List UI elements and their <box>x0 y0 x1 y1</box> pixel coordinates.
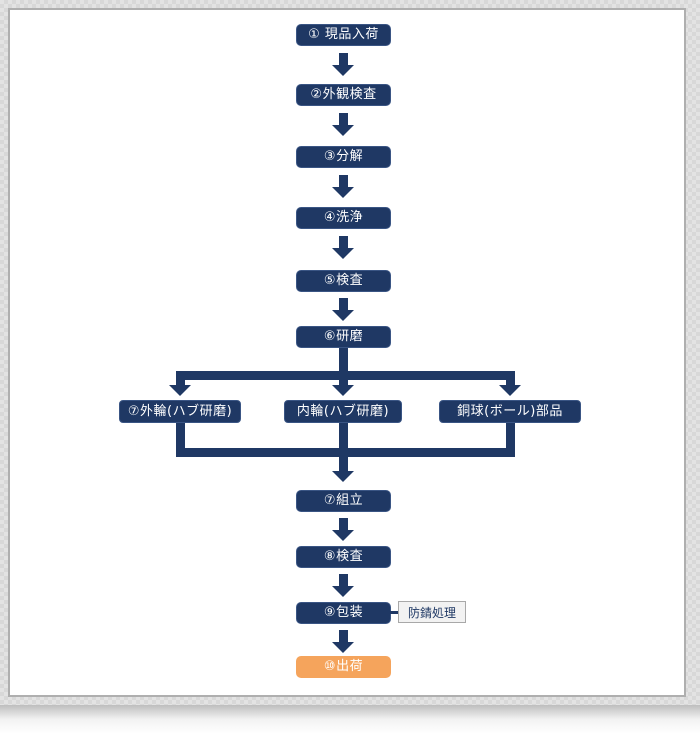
flow-step-10-shipping: ⑩出荷 <box>296 656 391 678</box>
arrow-shaft <box>338 53 348 65</box>
arrow-head <box>332 187 354 198</box>
arrow-head <box>332 385 354 396</box>
arrow-shaft <box>175 380 185 385</box>
arrow-down-icon <box>332 457 354 482</box>
arrow-shaft <box>338 380 348 385</box>
branch-box-inner-ring: 内輪(ハブ研磨) <box>284 400 402 423</box>
arrow-head <box>332 310 354 321</box>
arrow-head <box>332 65 354 76</box>
arrow-head <box>332 530 354 541</box>
merge-bar <box>176 448 515 457</box>
flow-step-5-inspection: ⑤検査 <box>296 270 391 292</box>
flow-step-8-inspection: ⑧検査 <box>296 546 391 568</box>
merge-line-middle <box>339 423 348 448</box>
arrow-down-icon <box>332 113 354 136</box>
arrow-down-icon <box>332 53 354 76</box>
arrow-down-icon <box>332 380 354 396</box>
arrow-head <box>332 586 354 597</box>
arrow-shaft <box>338 630 348 642</box>
merge-line-left <box>176 423 185 457</box>
arrow-down-icon <box>332 574 354 597</box>
drop-shadow <box>0 705 700 737</box>
branch-stem-line <box>339 348 348 372</box>
arrow-down-icon <box>332 298 354 321</box>
arrow-down-icon <box>332 518 354 541</box>
arrow-down-icon <box>332 236 354 259</box>
arrow-down-icon <box>332 630 354 653</box>
flow-step-7-assembly: ⑦組立 <box>296 490 391 512</box>
arrow-shaft <box>338 113 348 125</box>
arrow-shaft <box>338 574 348 586</box>
arrow-head <box>332 642 354 653</box>
arrow-head <box>332 248 354 259</box>
arrow-shaft <box>338 457 348 471</box>
arrow-down-icon <box>332 175 354 198</box>
branch-box-ball-parts: 銅球(ボール)部品 <box>439 400 581 423</box>
arrow-head <box>169 385 191 396</box>
note-box-rust-prevention: 防錆処理 <box>398 601 466 623</box>
flow-step-1-arrival: ① 現品入荷 <box>296 24 391 46</box>
branch-box-outer-ring: ⑦外輪(ハブ研磨) <box>119 400 241 423</box>
arrow-down-icon <box>169 380 191 396</box>
merge-line-right <box>506 423 515 457</box>
arrow-shaft <box>505 380 515 385</box>
arrow-down-icon <box>499 380 521 396</box>
arrow-shaft <box>338 175 348 187</box>
arrow-head <box>332 125 354 136</box>
arrow-shaft <box>338 298 348 310</box>
arrow-head <box>332 471 354 482</box>
arrow-shaft <box>338 518 348 530</box>
flow-step-3-disassembly: ③分解 <box>296 146 391 168</box>
process-flowchart: ① 現品入荷 ②外観検査 ③分解 ④洗浄 ⑤検査 ⑥研磨 ⑦外輪(ハブ研磨) 内… <box>119 24 581 678</box>
flow-step-6-polishing: ⑥研磨 <box>296 326 391 348</box>
branch-split-bar <box>176 371 515 380</box>
note-connector-line <box>386 611 399 614</box>
arrow-head <box>499 385 521 396</box>
flow-step-4-cleaning: ④洗浄 <box>296 207 391 229</box>
flow-step-9-packaging: ⑨包装 <box>296 602 391 624</box>
arrow-shaft <box>338 236 348 248</box>
flow-step-2-visual-inspection: ②外観検査 <box>296 84 391 106</box>
